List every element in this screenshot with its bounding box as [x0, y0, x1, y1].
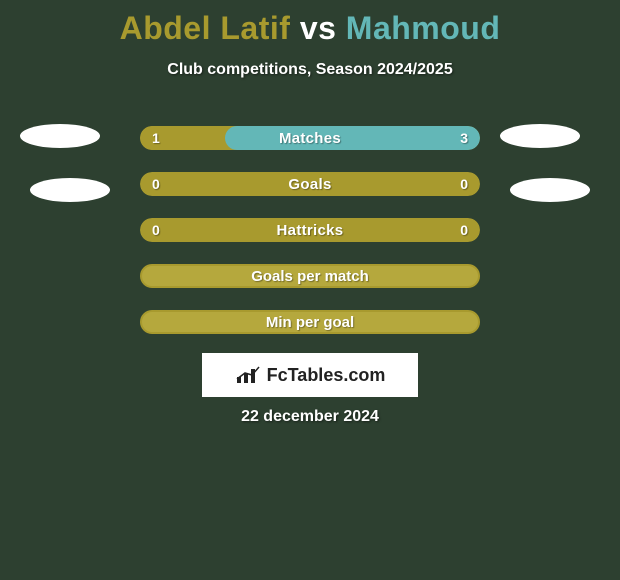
stat-row-hattricks: 00Hattricks — [140, 218, 480, 242]
avatar-right-1 — [500, 124, 580, 148]
stat-row-outline-0: Goals per match — [140, 264, 480, 288]
logo-text: FcTables.com — [267, 365, 386, 386]
title-mid: vs — [300, 10, 337, 46]
subtitle: Club competitions, Season 2024/2025 — [0, 61, 620, 79]
stat-label: Goals — [140, 172, 480, 196]
title-left: Abdel Latif — [120, 10, 291, 46]
avatar-right-2 — [510, 178, 590, 202]
stat-row-outline-1: Min per goal — [140, 310, 480, 334]
page-title: Abdel Latif vs Mahmoud — [0, 0, 620, 47]
stat-label: Hattricks — [140, 218, 480, 242]
stat-label: Matches — [140, 126, 480, 150]
logo-box: FcTables.com — [202, 353, 418, 397]
date-text: 22 december 2024 — [0, 408, 620, 426]
stat-row-goals: 00Goals — [140, 172, 480, 196]
stat-row-matches: 13Matches — [140, 126, 480, 150]
avatar-left-2 — [30, 178, 110, 202]
stat-bars: 13Matches 00Goals 00Hattricks Goals per mat… — [140, 126, 480, 356]
logo-chart-icon — [235, 365, 263, 385]
avatar-left-1 — [20, 124, 100, 148]
title-right: Mahmoud — [346, 10, 501, 46]
